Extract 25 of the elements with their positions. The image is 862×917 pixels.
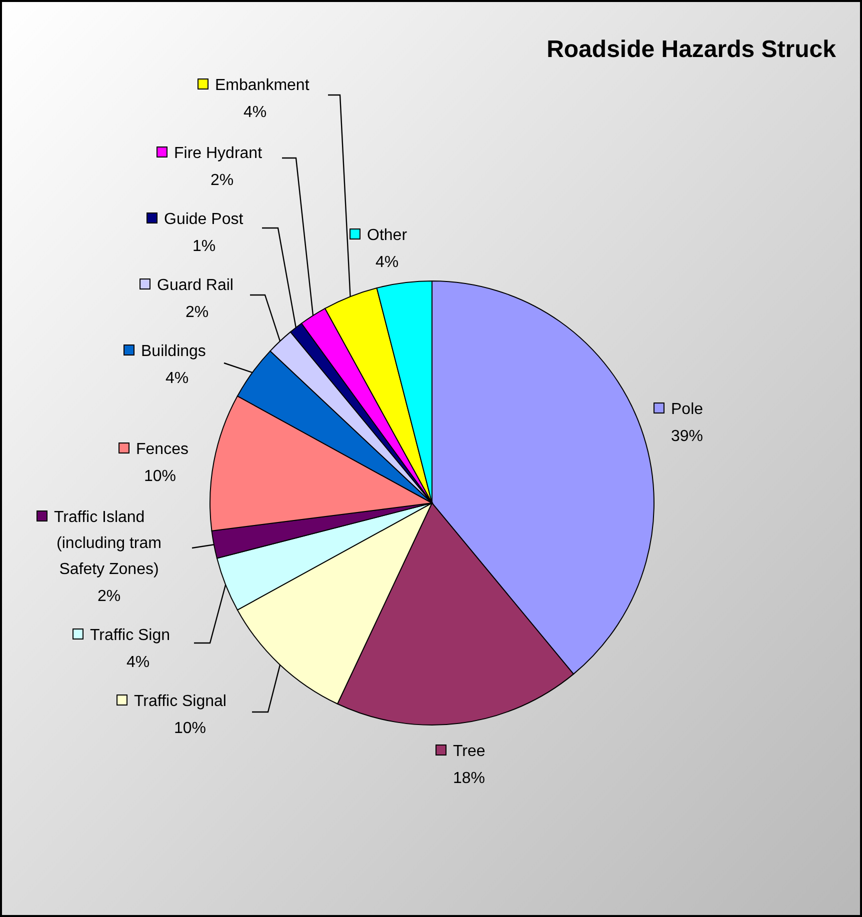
legend-label: Fire Hydrant [174, 145, 263, 162]
legend-label: Tree [453, 743, 486, 760]
legend-label: Embankment [215, 77, 310, 94]
legend-label: Pole [671, 401, 704, 418]
data-label: 4% [375, 254, 399, 271]
legend-label: Buildings [141, 343, 206, 360]
data-label: 1% [192, 238, 216, 255]
legend-label: Traffic Island (including tram Safety Zones) [54, 509, 162, 578]
data-label: 2% [210, 172, 234, 189]
data-label: 10% [144, 468, 176, 485]
legend-label: Traffic Signal [134, 693, 226, 710]
data-label: 39% [670, 428, 704, 445]
data-label: 4% [165, 370, 189, 387]
legend-label: Traffic Sign [90, 627, 170, 644]
data-label: 4% [243, 104, 267, 121]
legend-label: Guard Rail [157, 277, 234, 294]
data-label: 2% [185, 304, 209, 321]
data-label: 2% [97, 588, 121, 605]
data-label: 10% [174, 720, 206, 737]
legend-label: Other [367, 227, 408, 244]
data-label: 18% [452, 770, 486, 787]
legend-label: Guide Post [164, 211, 244, 228]
legend-label: Fences [136, 441, 188, 458]
data-label: 4% [126, 654, 150, 671]
chart-title: Roadside Hazards Struck [546, 36, 837, 63]
